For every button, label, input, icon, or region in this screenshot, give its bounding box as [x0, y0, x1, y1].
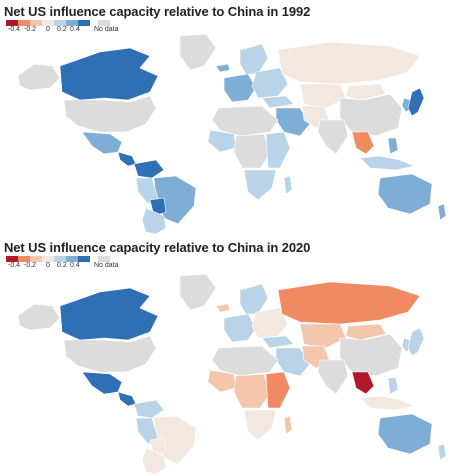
legend-swatch-pos01: [54, 256, 66, 262]
world-map: [17, 273, 447, 474]
region-new-zealand: [437, 443, 447, 461]
legend-tick: -0.2: [24, 26, 37, 33]
region-alaska: [17, 303, 61, 331]
region-iceland: [215, 63, 231, 73]
region-east-europe: [251, 67, 289, 99]
map-panel-2020: Net US influence capacity relative to Ch…: [0, 236, 468, 476]
legend-swatch-pos02: [66, 256, 78, 262]
legend-swatch-neg02: [18, 20, 30, 26]
legend-nodata-label: No data: [94, 262, 119, 269]
region-china: [339, 93, 403, 137]
region-madagascar: [283, 415, 293, 435]
legend-swatch-zero: [42, 20, 54, 26]
region-se-asia: [351, 131, 375, 155]
region-argentina-chile: [141, 447, 167, 474]
region-north-africa: [211, 105, 279, 137]
region-indonesia: [359, 155, 415, 171]
map-panel-1992: Net US influence capacity relative to Ch…: [0, 0, 468, 236]
region-australia: [377, 413, 433, 455]
region-iceland: [215, 303, 231, 313]
region-indonesia: [359, 395, 415, 411]
legend-tick: -0.2: [24, 262, 37, 269]
region-south-africa: [243, 409, 277, 441]
legend-swatch-zero: [42, 256, 54, 262]
region-central-africa: [233, 373, 271, 409]
region-scandinavia: [239, 43, 269, 75]
legend-swatch-neg04: [6, 20, 18, 26]
legend-swatch-neg02: [18, 256, 30, 262]
legend-swatch-neg04: [6, 256, 18, 262]
legend-swatch-pos04: [78, 256, 90, 262]
region-china: [339, 333, 403, 377]
region-turkey: [261, 95, 295, 109]
region-russia: [277, 41, 421, 85]
legend-tick: 0: [46, 262, 50, 269]
map-title: Net US influence capacity relative to Ch…: [4, 240, 311, 255]
region-east-africa: [265, 131, 291, 169]
region-madagascar: [283, 175, 293, 195]
region-philippines: [387, 377, 399, 395]
region-se-asia: [351, 371, 375, 395]
region-central-asia: [299, 323, 347, 349]
region-canada: [59, 287, 159, 341]
region-north-africa: [211, 345, 279, 377]
region-south-africa: [243, 169, 277, 201]
region-central-asia: [299, 83, 347, 109]
region-japan: [407, 87, 425, 117]
map-title: Net US influence capacity relative to Ch…: [4, 4, 311, 19]
legend-tick: 0.4: [70, 26, 80, 33]
region-turkey: [261, 335, 295, 349]
region-usa: [63, 335, 157, 373]
legend-swatch-neg01: [30, 20, 42, 26]
legend-tick: -0.4: [8, 26, 21, 33]
region-new-zealand: [437, 203, 447, 221]
region-central-america: [117, 151, 137, 167]
world-map: [17, 33, 447, 234]
legend-tick: 0.4: [70, 262, 80, 269]
region-usa: [63, 95, 157, 133]
region-india: [317, 359, 349, 395]
legend-tick: 0: [46, 26, 50, 33]
region-scandinavia: [239, 283, 269, 315]
legend-tick: -0.4: [8, 262, 21, 269]
region-colombia-venezuela: [133, 399, 165, 419]
region-greenland: [179, 33, 217, 71]
region-central-america: [117, 391, 137, 407]
region-alaska: [17, 63, 61, 91]
region-west-africa: [207, 129, 237, 153]
legend-nodata-label: No data: [94, 26, 119, 33]
region-mexico: [81, 371, 123, 395]
legend-swatch-neg01: [30, 256, 42, 262]
region-central-africa: [233, 133, 271, 169]
region-philippines: [387, 137, 399, 155]
region-west-africa: [207, 369, 237, 393]
region-east-africa: [265, 371, 291, 409]
region-greenland: [179, 273, 217, 311]
region-mongolia: [345, 323, 387, 341]
region-mexico: [81, 131, 123, 155]
legend-tick: 0.2: [57, 26, 67, 33]
legend-tick: 0.2: [57, 262, 67, 269]
region-west-europe: [223, 313, 257, 343]
legend-swatch-nodata: [98, 20, 110, 26]
legend-swatch-pos04: [78, 20, 90, 26]
region-canada: [59, 47, 159, 101]
region-east-europe: [251, 307, 289, 339]
region-australia: [377, 173, 433, 215]
legend-swatch-pos01: [54, 20, 66, 26]
legend-swatch-pos02: [66, 20, 78, 26]
region-argentina-chile: [141, 207, 167, 234]
region-russia: [277, 281, 421, 325]
region-mongolia: [345, 83, 387, 101]
region-west-europe: [223, 73, 257, 103]
region-colombia-venezuela: [133, 159, 165, 179]
region-india: [317, 119, 349, 155]
region-japan: [407, 327, 425, 357]
legend-swatch-nodata: [98, 256, 110, 262]
